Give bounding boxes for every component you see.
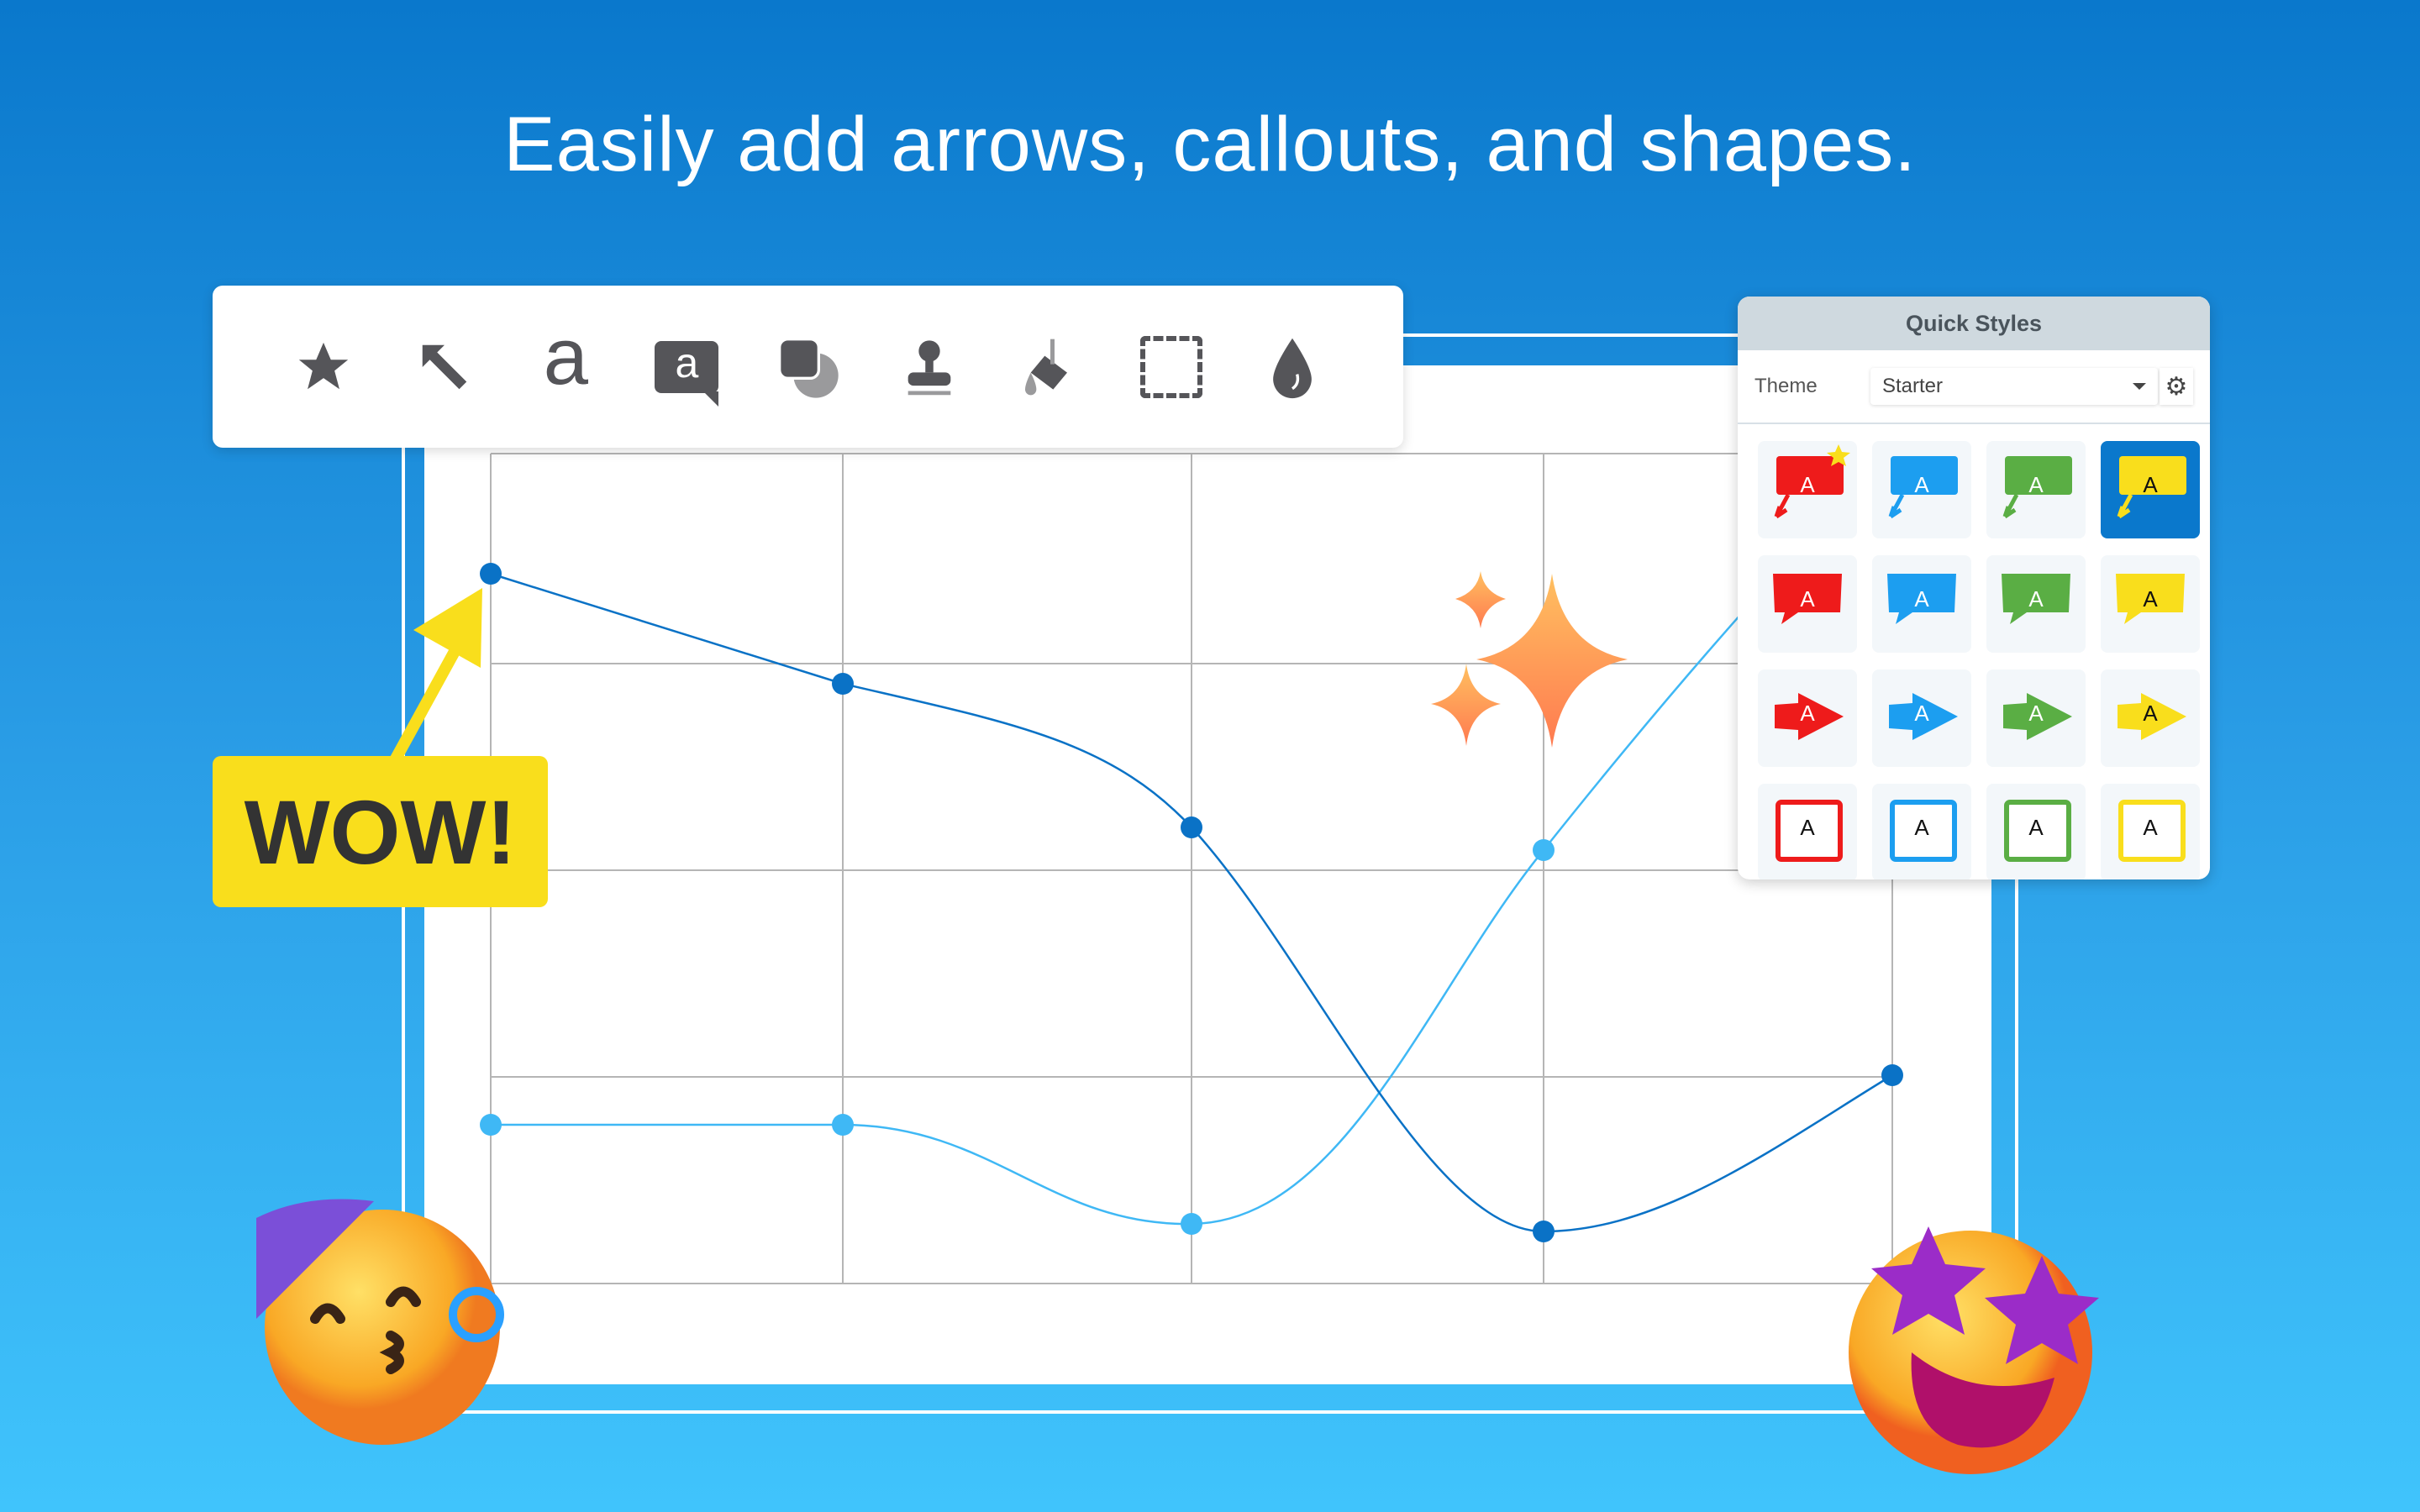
light-series-point: [1181, 1213, 1202, 1235]
dark-series-point: [1533, 1221, 1555, 1242]
star-struck-emoji: [1849, 1210, 2101, 1478]
style-arrow-shape-green[interactable]: A: [1986, 669, 2086, 767]
style-label: A: [2143, 471, 2158, 497]
style-label: A: [1800, 814, 1815, 840]
shape-tool-button[interactable]: [774, 333, 841, 401]
dark-series-point: [480, 563, 502, 585]
style-arrow-shape-yellow[interactable]: A: [2101, 669, 2200, 767]
selection-icon: [1139, 335, 1202, 398]
callout-tool-button[interactable]: a: [653, 333, 720, 407]
style-label: A: [2028, 585, 2044, 612]
light-series-point: [1533, 839, 1555, 861]
dark-series-point: [1881, 1064, 1903, 1086]
chevron-down-icon: [2133, 383, 2146, 390]
canvas: [424, 365, 1991, 1384]
style-speech-bubble-red[interactable]: A: [1758, 555, 1857, 653]
style-label: A: [2028, 700, 2044, 726]
callout-icon: a: [655, 340, 719, 407]
theme-label: Theme: [1754, 375, 1818, 397]
theme-dropdown[interactable]: Starter: [1870, 368, 2158, 405]
selection-tool-button[interactable]: [1138, 333, 1205, 401]
shape-icon: [778, 337, 839, 398]
style-callout-arrow-red[interactable]: A: [1758, 441, 1857, 538]
theme-settings-button[interactable]: ⚙: [2160, 368, 2193, 405]
style-arrow-shape-blue[interactable]: A: [1872, 669, 1971, 767]
fill-tool-button[interactable]: [1017, 333, 1084, 401]
dark-series-point: [832, 673, 854, 695]
star-tool-button[interactable]: [290, 333, 357, 401]
style-label: A: [1914, 471, 1929, 497]
style-outlined-box-blue[interactable]: A: [1872, 784, 1971, 879]
party-emoji: [256, 1193, 504, 1445]
stamp-icon: [908, 339, 950, 395]
blur-tool-button[interactable]: [1259, 333, 1326, 401]
light-series-point: [480, 1114, 502, 1136]
star-icon: [298, 342, 349, 389]
style-outlined-box-red[interactable]: A: [1758, 784, 1857, 879]
style-callout-arrow-green[interactable]: A: [1986, 441, 2086, 538]
style-outlined-box-yellow[interactable]: A: [2101, 784, 2200, 879]
style-outlined-box-green[interactable]: A: [1986, 784, 2086, 879]
style-callout-arrow-yellow[interactable]: A: [2101, 441, 2200, 538]
style-label: A: [1800, 585, 1815, 612]
panel-title: Quick Styles: [1738, 297, 2210, 350]
style-label: A: [1914, 700, 1929, 726]
style-label: A: [2143, 700, 2158, 726]
style-speech-bubble-yellow[interactable]: A: [2101, 555, 2200, 653]
theme-row: Theme Starter ⚙: [1738, 350, 2210, 424]
wow-callout[interactable]: WOW!: [213, 756, 548, 907]
style-label: A: [1914, 585, 1929, 612]
style-callout-arrow-blue[interactable]: A: [1872, 441, 1971, 538]
style-label: A: [1800, 700, 1815, 726]
dark-series-point: [1181, 816, 1202, 838]
annotation-toolbar: a a: [213, 286, 1403, 448]
style-label: A: [2028, 814, 2044, 840]
sparkles-icon: [1431, 571, 1628, 748]
yellow-arrow-annotation: [389, 588, 482, 764]
light-series-line: [491, 453, 1893, 1226]
arrow-tool-button[interactable]: [411, 333, 478, 401]
style-label: A: [2028, 471, 2044, 497]
style-grid: A A A A A A A A A A A A A A A A: [1738, 424, 2210, 879]
style-label: A: [2143, 814, 2158, 840]
text-icon: a: [543, 311, 588, 402]
style-label: A: [1800, 471, 1815, 497]
stamp-tool-button[interactable]: [896, 333, 963, 401]
dark-series-line: [490, 572, 1893, 1233]
theme-value: Starter: [1882, 375, 1944, 397]
blur-icon: [1273, 338, 1312, 398]
fill-icon: [1024, 339, 1067, 395]
grid-lines: [490, 453, 1893, 1284]
style-speech-bubble-blue[interactable]: A: [1872, 555, 1971, 653]
favorite-star-icon: [1827, 444, 1850, 466]
style-arrow-shape-red[interactable]: A: [1758, 669, 1857, 767]
arrow-icon: [422, 344, 467, 389]
light-series-point: [832, 1114, 854, 1136]
text-tool-button[interactable]: a: [532, 316, 599, 401]
style-label: A: [1914, 814, 1929, 840]
headline: Easily add arrows, callouts, and shapes.: [503, 102, 1917, 187]
style-speech-bubble-green[interactable]: A: [1986, 555, 2086, 653]
style-label: A: [2143, 585, 2158, 612]
gear-icon: ⚙: [2165, 372, 2188, 401]
